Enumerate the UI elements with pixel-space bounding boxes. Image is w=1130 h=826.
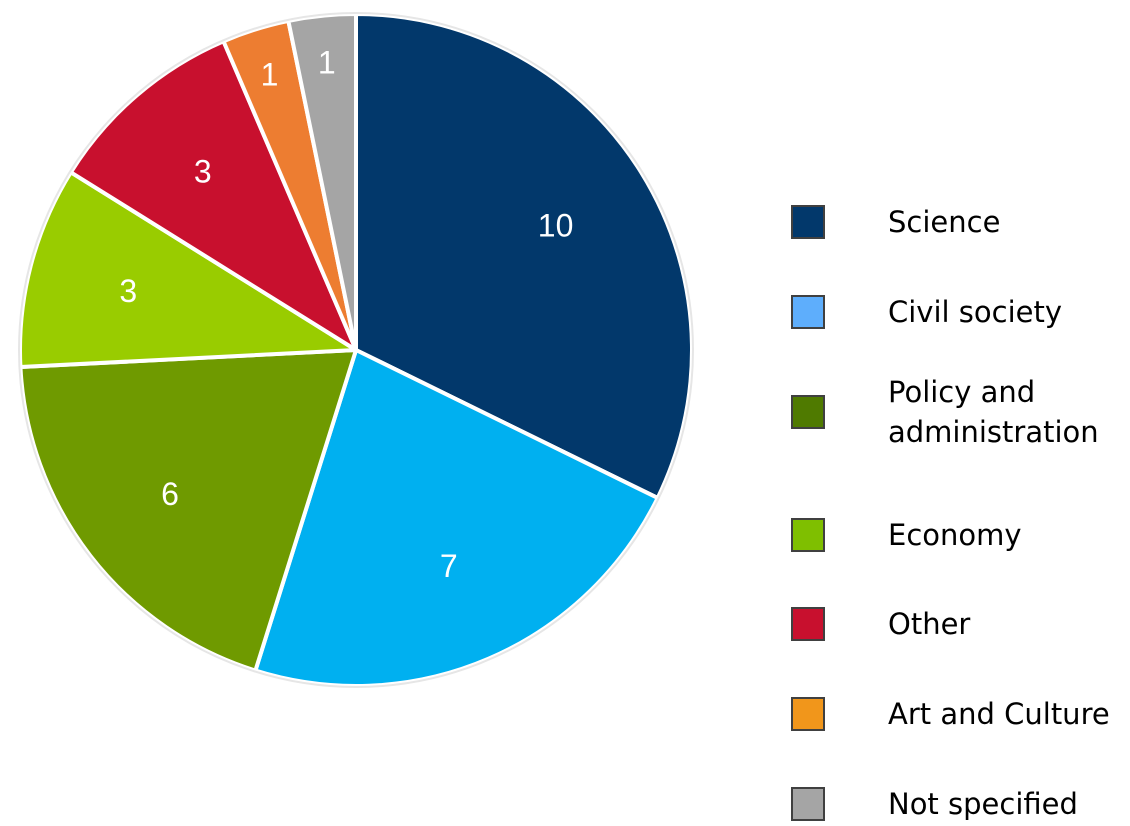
legend-label-other: Other [888,607,970,641]
legend-swatch-other [791,607,825,641]
pie-outline [18,12,694,688]
data-label-art-and-culture: 1 [261,56,279,92]
pie-slice-other [68,39,358,352]
pie-slice-civil-society [253,348,660,688]
legend-label-science: Science [888,205,1000,239]
data-label-policy-and-administration: 6 [161,476,179,512]
data-label-science: 10 [538,208,574,244]
data-label-other: 3 [194,154,212,190]
pie-slice-not-specified [286,12,358,352]
data-label-economy: 3 [119,273,137,309]
pie-slice-policy-and-administration [18,348,358,673]
legend-label-civil-society: Civil society [888,295,1062,329]
pie-slice-science [354,12,694,500]
legend-swatch-economy [791,518,825,552]
legend-swatch-not-specified [791,787,825,821]
legend-label-policy-and-administration-line-1: Policy and [888,375,1035,409]
pie-data-labels: 10 7 6 3 3 1 1 [119,45,573,585]
legend-label-policy-and-administration-line-2: administration [888,415,1099,449]
legend: Science Civil society Policy and administra… [791,205,1110,821]
legend-swatch-policy-and-administration [791,395,825,429]
data-label-not-specified: 1 [318,45,336,81]
legend-label-economy: Economy [888,518,1022,552]
legend-swatch-science [791,205,825,239]
data-label-civil-society: 7 [440,548,458,584]
legend-swatch-civil-society [791,295,825,329]
legend-swatch-art-and-culture [791,697,825,731]
legend-label-not-specified: Not specified [888,787,1078,821]
legend-label-art-and-culture: Art and Culture [888,697,1110,731]
pie-slices [18,12,694,688]
